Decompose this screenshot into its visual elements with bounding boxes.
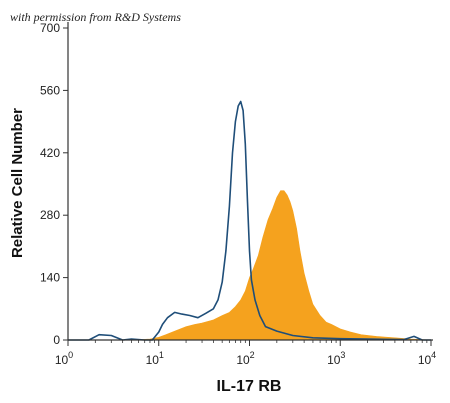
x-tick-base: 10	[327, 353, 341, 367]
x-tick-exponent: 1	[159, 350, 164, 360]
x-tick-label: 104	[418, 350, 436, 367]
y-tick-label: 420	[40, 146, 60, 160]
y-tick-label: 280	[40, 208, 60, 222]
x-tick-base: 10	[418, 353, 432, 367]
x-axis-title: IL-17 RB	[217, 378, 282, 395]
x-tick-label: 103	[327, 350, 345, 367]
x-tick-exponent: 4	[431, 350, 436, 360]
series-layer	[68, 100, 432, 341]
x-tick-label: 102	[236, 350, 254, 367]
watermark-text: with permission from R&D Systems	[10, 10, 181, 24]
x-tick-exponent: 2	[250, 350, 255, 360]
x-tick-base: 10	[55, 353, 69, 367]
filled-histogram-series	[68, 190, 432, 341]
x-tick-label: 101	[146, 350, 164, 367]
y-tick-label: 560	[40, 83, 60, 97]
x-tick-base: 10	[236, 353, 250, 367]
x-tick-exponent: 3	[340, 350, 345, 360]
x-tick-base: 10	[146, 353, 160, 367]
y-tick-label: 0	[53, 333, 60, 347]
y-tick-label: 140	[40, 271, 60, 285]
y-axis-title: Relative Cell Number	[9, 108, 26, 258]
x-tick-exponent: 0	[68, 350, 73, 360]
y-tick-label: 700	[40, 21, 60, 35]
x-tick-label: 100	[55, 350, 73, 367]
